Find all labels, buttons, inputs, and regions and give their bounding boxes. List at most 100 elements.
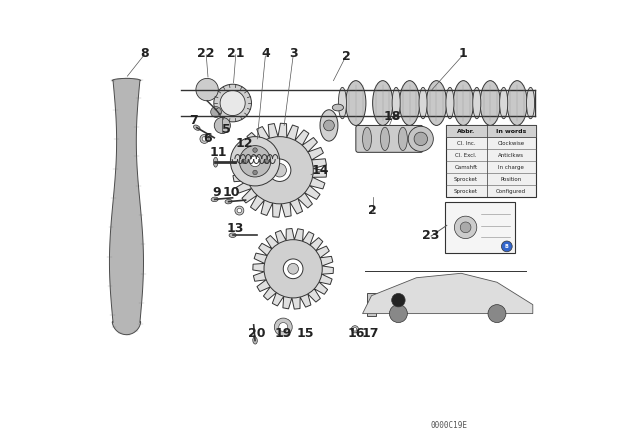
Circle shape	[253, 148, 257, 152]
Text: B: B	[505, 244, 509, 249]
Ellipse shape	[225, 199, 232, 204]
Text: 16: 16	[347, 327, 365, 340]
Circle shape	[196, 78, 218, 101]
Circle shape	[214, 117, 230, 134]
Polygon shape	[109, 78, 143, 335]
Circle shape	[392, 293, 405, 307]
Text: Sprocket: Sprocket	[454, 189, 478, 194]
Circle shape	[202, 137, 207, 141]
Text: Cl. Excl.: Cl. Excl.	[455, 153, 477, 158]
Ellipse shape	[253, 337, 257, 344]
Circle shape	[288, 263, 298, 274]
Text: In charge: In charge	[498, 165, 524, 170]
Circle shape	[246, 137, 314, 204]
Circle shape	[284, 259, 303, 279]
FancyBboxPatch shape	[445, 202, 515, 253]
Text: 18: 18	[384, 110, 401, 123]
Text: 10: 10	[223, 186, 240, 199]
Circle shape	[289, 265, 297, 272]
Circle shape	[237, 208, 242, 213]
Ellipse shape	[320, 110, 338, 141]
Ellipse shape	[392, 87, 400, 119]
Circle shape	[264, 240, 323, 298]
Ellipse shape	[362, 127, 371, 151]
Ellipse shape	[453, 81, 474, 125]
Circle shape	[460, 222, 471, 233]
Ellipse shape	[339, 87, 346, 119]
Ellipse shape	[193, 125, 200, 130]
Ellipse shape	[500, 87, 508, 119]
Text: 5: 5	[221, 123, 230, 137]
Ellipse shape	[507, 81, 527, 125]
Text: Clockwise: Clockwise	[497, 141, 524, 146]
Ellipse shape	[372, 81, 393, 125]
Circle shape	[279, 323, 288, 332]
Circle shape	[211, 107, 221, 117]
Text: 3: 3	[289, 47, 298, 60]
Text: Abbr.: Abbr.	[457, 129, 475, 134]
Text: 23: 23	[422, 228, 440, 242]
Ellipse shape	[380, 127, 390, 151]
Ellipse shape	[527, 87, 534, 119]
Ellipse shape	[332, 104, 344, 111]
Circle shape	[276, 167, 284, 174]
Circle shape	[269, 159, 291, 181]
Circle shape	[502, 241, 512, 252]
Circle shape	[241, 159, 246, 164]
Text: 9: 9	[212, 186, 221, 199]
Text: Cl. Inc.: Cl. Inc.	[457, 141, 476, 146]
Text: Sprocket: Sprocket	[454, 177, 478, 182]
FancyBboxPatch shape	[356, 125, 423, 152]
Text: 11: 11	[209, 146, 227, 159]
FancyBboxPatch shape	[446, 125, 536, 197]
Text: 0000C19E: 0000C19E	[431, 421, 468, 430]
Text: 13: 13	[226, 222, 244, 235]
Text: 19: 19	[275, 327, 292, 340]
Polygon shape	[253, 228, 333, 309]
Text: In words: In words	[496, 129, 526, 134]
Text: 14: 14	[311, 164, 329, 177]
Circle shape	[273, 164, 287, 177]
Ellipse shape	[446, 87, 454, 119]
Circle shape	[239, 146, 271, 177]
Text: 6: 6	[203, 132, 211, 146]
Polygon shape	[362, 273, 533, 314]
Text: 22: 22	[198, 47, 215, 60]
Text: Position: Position	[500, 177, 522, 182]
Circle shape	[324, 120, 334, 131]
FancyBboxPatch shape	[446, 125, 536, 138]
Circle shape	[235, 206, 244, 215]
Text: Configured: Configured	[496, 189, 526, 194]
Text: Anticlkws: Anticlkws	[498, 153, 524, 158]
Circle shape	[200, 134, 209, 143]
Polygon shape	[367, 293, 383, 316]
Circle shape	[220, 90, 245, 116]
Text: 21: 21	[227, 47, 244, 60]
Ellipse shape	[480, 81, 500, 125]
Circle shape	[253, 170, 257, 175]
Circle shape	[214, 84, 252, 122]
Circle shape	[353, 327, 356, 331]
Circle shape	[488, 305, 506, 323]
Circle shape	[454, 216, 477, 238]
Text: 20: 20	[248, 327, 265, 340]
Ellipse shape	[229, 233, 236, 237]
Text: 7: 7	[189, 114, 198, 128]
Text: 17: 17	[362, 327, 379, 340]
Circle shape	[389, 305, 407, 323]
Circle shape	[275, 318, 292, 336]
Circle shape	[250, 156, 260, 167]
Ellipse shape	[473, 87, 481, 119]
Text: 15: 15	[297, 327, 314, 340]
Ellipse shape	[412, 127, 421, 151]
Circle shape	[264, 159, 269, 164]
Text: 4: 4	[261, 47, 269, 60]
Ellipse shape	[211, 197, 218, 202]
Ellipse shape	[419, 87, 427, 119]
Text: 1: 1	[459, 47, 468, 60]
Ellipse shape	[398, 127, 408, 151]
Text: 12: 12	[235, 137, 253, 150]
Polygon shape	[233, 123, 326, 217]
Circle shape	[408, 126, 433, 151]
Ellipse shape	[426, 81, 447, 125]
